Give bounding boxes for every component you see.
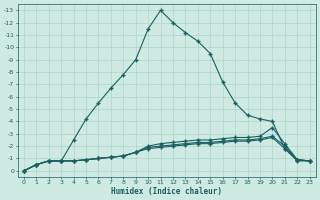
X-axis label: Humidex (Indice chaleur): Humidex (Indice chaleur) bbox=[111, 187, 222, 196]
